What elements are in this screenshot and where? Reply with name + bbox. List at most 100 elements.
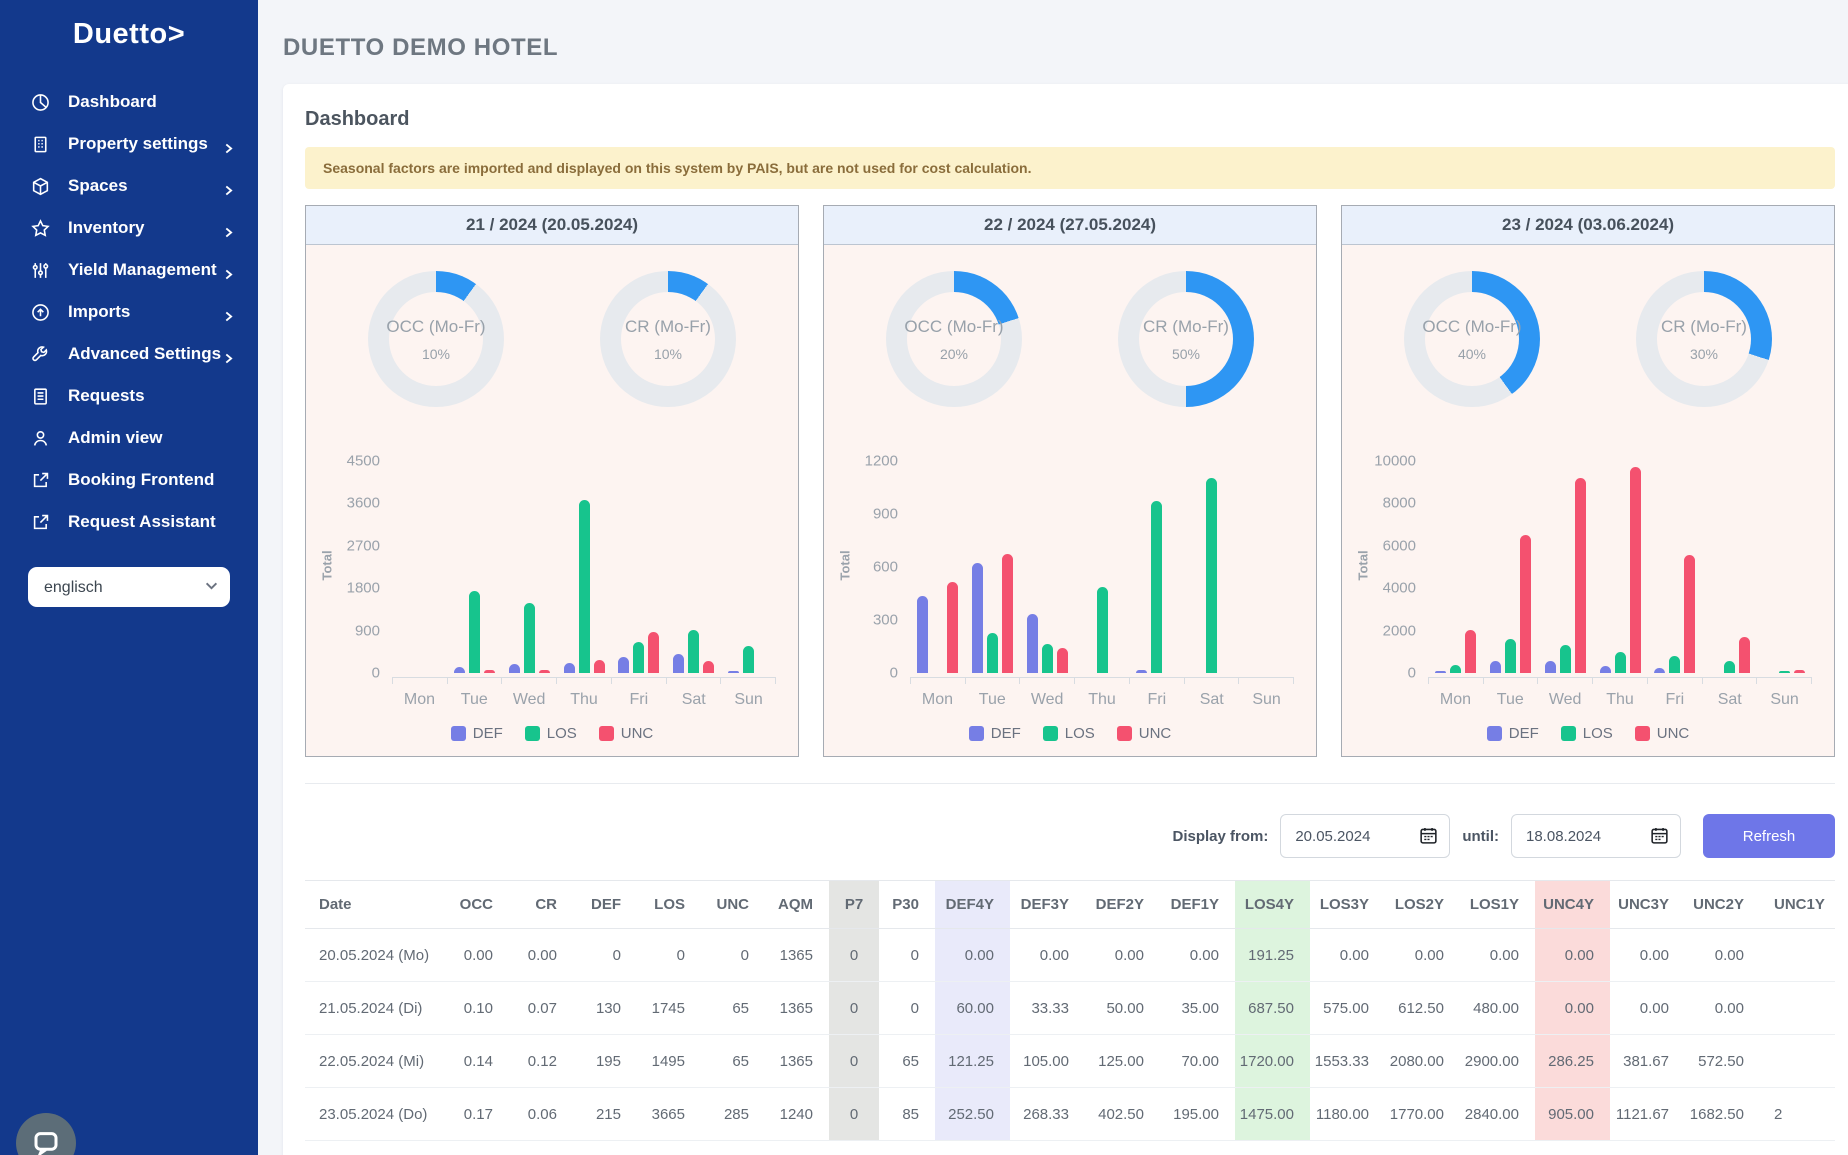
bar-group	[1483, 461, 1538, 673]
table-cell-los: 1745	[637, 982, 701, 1035]
bar-unc	[1465, 630, 1476, 673]
table-cell-unc4y: 0.00	[1535, 929, 1610, 982]
building-icon	[30, 134, 51, 155]
dashboard-card: Dashboard Seasonal factors are imported …	[283, 84, 1848, 1155]
table-row: 21.05.2024 (Di)0.100.0713017456513650060…	[305, 982, 1835, 1035]
bar-def	[972, 563, 983, 673]
chevron-right-icon	[223, 265, 234, 276]
bar-chart: 0200040006000800010000TotalMonTueWedThuF…	[1358, 461, 1818, 742]
donut-label: CR (Mo-Fr)	[625, 317, 711, 337]
bar-los	[1505, 639, 1516, 673]
warning-banner: Seasonal factors are imported and displa…	[305, 147, 1835, 189]
table-cell-unc2y: 0.00	[1685, 982, 1760, 1035]
table-cell-los4y: 1475.00	[1235, 1088, 1310, 1141]
table-cell-cr: 0.07	[509, 982, 573, 1035]
table-cell-date: 23.05.2024 (Do)	[305, 1088, 445, 1141]
table-cell-p30: 0	[879, 982, 935, 1035]
sidebar-item-property-settings[interactable]: Property settings	[0, 123, 258, 165]
sidebar-item-dashboard[interactable]: Dashboard	[0, 81, 258, 123]
x-axis-tick	[1703, 678, 1758, 684]
chat-widget-button[interactable]	[16, 1113, 76, 1155]
sidebar-item-inventory[interactable]: Inventory	[0, 207, 258, 249]
legend-swatch	[1043, 726, 1058, 741]
sidebar-item-yield-management[interactable]: Yield Management	[0, 249, 258, 291]
table-cell-unc: 285	[701, 1088, 765, 1141]
donut-chart: CR (Mo-Fr)10%	[600, 271, 736, 407]
bar-group	[1184, 461, 1239, 673]
bar-chart-plot-area: 09001800270036004500TotalMonTueWedThuFri…	[392, 461, 776, 709]
table-cell-unc: 0	[701, 929, 765, 982]
chevron-right-icon	[223, 307, 234, 318]
table-cell-unc4y: 286.25	[1535, 1035, 1610, 1088]
until-label: until:	[1462, 828, 1499, 845]
legend-item: UNC	[599, 725, 654, 742]
sidebar-item-request-assistant[interactable]: Request Assistant	[0, 501, 258, 543]
x-axis-tick	[392, 678, 448, 684]
bar-def	[454, 667, 465, 673]
column-header-unc: UNC	[701, 881, 765, 929]
y-axis-tick-label: 10000	[1374, 453, 1416, 470]
legend-swatch	[969, 726, 984, 741]
x-axis-tick	[1075, 678, 1130, 684]
table-cell-def1y: 0.00	[1160, 929, 1235, 982]
y-axis-tick-label: 1200	[865, 453, 898, 470]
legend-item: UNC	[1635, 725, 1690, 742]
bar-unc	[1002, 554, 1013, 673]
table-cell-p30: 65	[879, 1035, 935, 1088]
chart-legend: DEF LOS UNC	[322, 725, 782, 742]
chevron-right-icon	[223, 139, 234, 150]
table-cell-p30: 85	[879, 1088, 935, 1141]
table-cell-unc1y	[1760, 982, 1835, 1035]
legend-item: DEF	[451, 725, 503, 742]
y-axis-tick-label: 8000	[1383, 495, 1416, 512]
panel-title: 21 / 2024 (20.05.2024)	[306, 206, 798, 245]
table-cell-def1y: 195.00	[1160, 1088, 1235, 1141]
x-axis-label: Sat	[1702, 691, 1757, 709]
bar-chart-plot-area: 03006009001200TotalMonTueWedThuFriSatSun	[910, 461, 1294, 709]
panel-title: 22 / 2024 (27.05.2024)	[824, 206, 1316, 245]
sidebar-item-admin-view[interactable]: Admin view	[0, 417, 258, 459]
section-divider	[305, 783, 1835, 784]
table-cell-occ: 0.10	[445, 982, 509, 1035]
table-cell-unc1y: 2	[1760, 1088, 1835, 1141]
bar-def	[1435, 671, 1446, 673]
refresh-button[interactable]: Refresh	[1703, 814, 1835, 858]
x-axis-labels: MonTueWedThuFriSatSun	[910, 691, 1294, 709]
donut-center-text: OCC (Mo-Fr)40%	[1404, 271, 1540, 407]
table-cell-los: 0	[637, 929, 701, 982]
x-axis-label: Wed	[1538, 691, 1593, 709]
sidebar-item-advanced-settings[interactable]: Advanced Settings	[0, 333, 258, 375]
table-cell-occ: 0.17	[445, 1088, 509, 1141]
column-header-los1y: LOS1Y	[1460, 881, 1535, 929]
bar-def	[728, 671, 739, 673]
x-axis-label: Sat	[1184, 691, 1239, 709]
chevron-right-icon	[223, 349, 234, 360]
sidebar-item-label: Requests	[68, 386, 234, 406]
calendar-icon[interactable]	[1418, 825, 1439, 846]
plot: 0200040006000800010000Total	[1428, 461, 1812, 673]
bar-group	[1239, 461, 1294, 673]
table-cell-def2y: 402.50	[1085, 1088, 1160, 1141]
donut-center-text: OCC (Mo-Fr)10%	[368, 271, 504, 407]
sidebar-item-imports[interactable]: Imports	[0, 291, 258, 333]
legend-swatch	[1561, 726, 1576, 741]
sidebar-item-booking-frontend[interactable]: Booking Frontend	[0, 459, 258, 501]
x-axis-tick	[1648, 678, 1703, 684]
x-axis-tick	[966, 678, 1021, 684]
bar-los	[688, 630, 699, 673]
column-header-p7: P7	[829, 881, 879, 929]
sidebar-item-requests[interactable]: Requests	[0, 375, 258, 417]
y-axis-title: Total	[319, 550, 334, 580]
bar-group	[1702, 461, 1757, 673]
x-axis	[392, 677, 776, 684]
calendar-icon[interactable]	[1649, 825, 1670, 846]
sidebar-item-spaces[interactable]: Spaces	[0, 165, 258, 207]
table-cell-p30: 0	[879, 929, 935, 982]
legend-item: LOS	[525, 725, 577, 742]
bar-group	[557, 461, 612, 673]
x-axis-label: Sun	[1757, 691, 1812, 709]
table-cell-p7: 0	[829, 1088, 879, 1141]
date-filter-bar: Display from: until: Refresh	[305, 814, 1835, 858]
language-select[interactable]: englisch	[28, 567, 230, 607]
language-select-wrap: englisch	[28, 567, 230, 607]
